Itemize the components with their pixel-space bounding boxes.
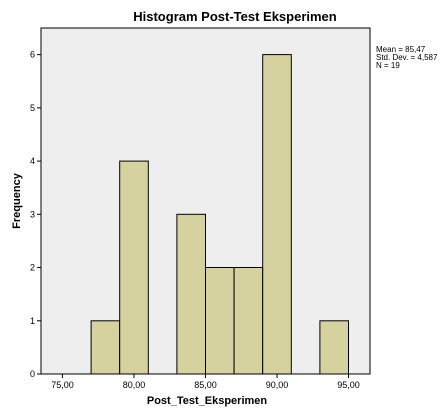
x-tick-label: 75,00 <box>51 380 74 390</box>
histogram-bars <box>90 54 349 375</box>
histogram-bar-3 <box>205 267 235 375</box>
summary-statistics: Mean = 85,47 Std. Dev. = 4,587 N = 19 <box>376 46 437 70</box>
y-tick-label: 1 <box>30 316 35 326</box>
x-axis-label: Post_Test_Eksperimen <box>147 395 268 407</box>
y-tick-label: 2 <box>30 263 35 273</box>
histogram-bar-6 <box>319 320 349 375</box>
x-tick-label: 85,00 <box>194 380 217 390</box>
y-axis-ticks: 0 1 2 3 4 5 6 <box>30 50 41 379</box>
y-tick-label: 4 <box>30 156 35 166</box>
histogram-bar-4 <box>233 267 264 375</box>
y-tick-label: 3 <box>30 209 35 219</box>
y-tick-label: 0 <box>30 369 35 379</box>
x-tick-label: 90,00 <box>266 380 289 390</box>
x-tick-label: 95,00 <box>337 380 360 390</box>
stat-mean: Mean = 85,47 <box>376 45 426 54</box>
histogram-bar-2 <box>176 213 206 375</box>
chart-title: Histogram Post-Test Eksperimen <box>133 9 337 24</box>
histogram-bar-5 <box>262 54 292 375</box>
y-tick-label: 6 <box>30 50 35 60</box>
x-axis-ticks: 75,00 80,00 85,00 90,00 95,00 <box>51 374 360 390</box>
stat-std-dev: Std. Dev. = 4,587 <box>376 53 438 62</box>
y-axis-label: Frequency <box>11 172 23 229</box>
stat-n: N = 19 <box>376 61 400 70</box>
x-tick-label: 80,00 <box>123 380 146 390</box>
y-tick-label: 5 <box>30 103 35 113</box>
histogram-bar-0 <box>90 320 121 375</box>
histogram-bar-1 <box>119 160 149 375</box>
